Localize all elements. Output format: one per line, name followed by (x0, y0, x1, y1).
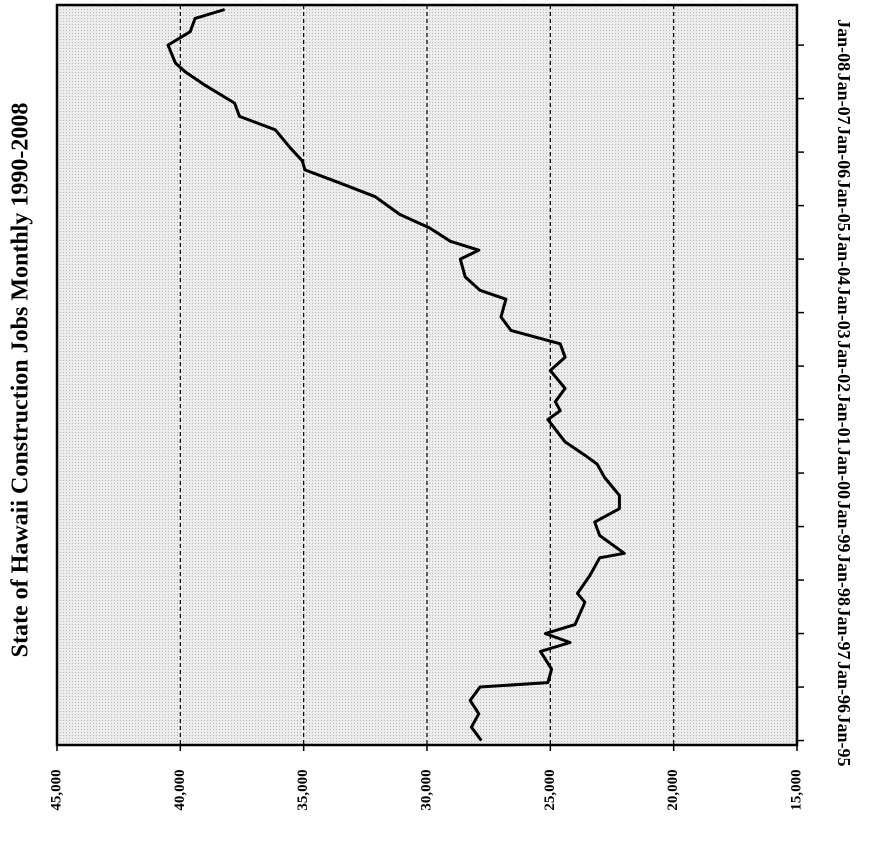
x-tick-label: Jan-00 (834, 447, 854, 499)
x-tick-label: Jan-05 (834, 180, 854, 232)
x-tick-label: Jan-99 (834, 501, 854, 553)
x-tick-label: Jan-06 (834, 126, 854, 178)
x-tick-label: Jan-08 (834, 19, 854, 71)
y-tick-label: 35,000 (295, 769, 311, 810)
x-tick-label: Jan-03 (834, 287, 854, 339)
chart-title: State of Hawaii Construction Jobs Monthl… (8, 103, 34, 658)
x-tick-label: Jan-01 (834, 394, 854, 446)
x-tick-label: Jan-04 (834, 233, 854, 285)
y-tick-label: 45,000 (48, 769, 64, 810)
y-tick-label: 15,000 (788, 769, 804, 810)
x-tick-label: Jan-97 (834, 608, 854, 660)
y-tick-label: 40,000 (172, 769, 188, 810)
y-tick-label: 25,000 (542, 769, 558, 810)
plot-border (55, 3, 799, 747)
x-tick-label: Jan-07 (834, 73, 854, 125)
line (166, 8, 626, 742)
y-tick-label: 30,000 (418, 769, 434, 810)
x-tick-label: Jan-98 (834, 554, 854, 606)
x-tick-label: Jan-96 (834, 661, 854, 713)
y-tick-label: 20,000 (665, 769, 681, 810)
plot-background (57, 5, 797, 745)
x-tick-label: Jan-95 (834, 715, 854, 767)
x-tick-label: Jan-02 (834, 340, 854, 392)
